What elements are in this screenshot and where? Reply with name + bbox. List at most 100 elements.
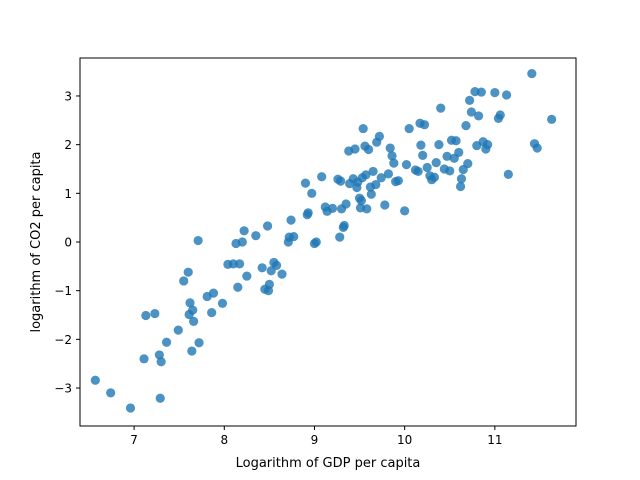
data-point: [237, 237, 247, 247]
data-point: [413, 166, 423, 177]
y-tick-label: −3: [54, 382, 72, 396]
data-point: [461, 121, 471, 131]
data-point: [233, 282, 243, 292]
data-point: [383, 169, 394, 179]
data-point: [436, 103, 446, 113]
data-point: [350, 144, 360, 154]
y-tick-label: 3: [64, 89, 72, 103]
data-point: [418, 150, 428, 160]
data-point: [239, 226, 249, 236]
data-point: [335, 232, 345, 242]
data-point: [208, 288, 219, 298]
data-point: [106, 388, 116, 398]
data-point: [300, 178, 311, 188]
data-point: [185, 298, 195, 308]
data-point: [362, 204, 372, 214]
data-point: [193, 235, 203, 246]
data-point: [431, 158, 441, 168]
data-point: [368, 166, 378, 177]
data-point: [217, 298, 228, 308]
data-point: [451, 136, 461, 146]
data-point: [194, 338, 204, 348]
data-point: [400, 206, 410, 216]
data-point: [401, 160, 412, 170]
data-point: [393, 176, 403, 186]
data-point: [150, 308, 160, 319]
data-point: [376, 173, 386, 183]
data-point: [228, 259, 238, 269]
data-point: [264, 279, 274, 289]
x-tick-label: 7: [130, 433, 138, 447]
data-point: [371, 179, 381, 190]
data-point: [483, 140, 493, 150]
data-point: [434, 140, 444, 150]
data-point: [422, 162, 432, 173]
data-point: [311, 237, 321, 247]
data-point: [173, 325, 183, 335]
data-point: [303, 208, 313, 218]
data-point: [125, 403, 136, 413]
data-point: [455, 181, 466, 192]
y-tick-label: 0: [64, 236, 72, 250]
data-point: [419, 120, 430, 130]
data-point: [374, 131, 384, 141]
data-point: [307, 188, 317, 198]
data-point: [188, 305, 198, 315]
data-point: [289, 232, 299, 242]
data-point: [456, 174, 467, 184]
x-tick-label: 8: [220, 433, 228, 447]
data-point: [361, 170, 371, 180]
data-point: [161, 337, 172, 347]
data-point: [156, 357, 166, 367]
data-point: [341, 199, 351, 209]
data-point: [141, 310, 151, 321]
data-point: [155, 393, 165, 403]
data-point: [474, 111, 484, 121]
data-point: [179, 276, 189, 286]
data-point: [277, 269, 287, 279]
x-tick-label: 10: [397, 433, 412, 447]
data-point: [363, 144, 374, 155]
data-point: [445, 166, 455, 176]
data-point: [356, 196, 366, 206]
data-point: [490, 87, 500, 98]
data-point: [387, 151, 397, 161]
data-point: [139, 354, 149, 364]
data-point: [404, 123, 414, 134]
y-tick-label: −2: [54, 333, 72, 347]
y-tick-label: 2: [64, 138, 72, 152]
data-point: [532, 143, 542, 153]
data-point: [547, 114, 557, 124]
data-point: [527, 68, 537, 79]
data-point: [90, 375, 100, 385]
data-point: [380, 200, 390, 210]
data-point: [336, 176, 346, 186]
data-points: [90, 68, 557, 413]
data-point: [385, 143, 395, 153]
data-point: [327, 203, 338, 214]
x-axis-title: Logarithm of GDP per capita: [236, 456, 421, 471]
data-point: [187, 346, 197, 356]
x-tick-label: 11: [487, 433, 502, 447]
data-point: [317, 172, 327, 182]
x-tick-label: 9: [311, 433, 319, 447]
x-axis-ticks: 7 8 9 10 11: [130, 426, 502, 447]
data-point: [207, 307, 217, 318]
data-point: [495, 110, 505, 120]
data-point: [464, 95, 475, 105]
data-point: [235, 259, 245, 269]
data-point: [262, 221, 273, 231]
data-point: [366, 189, 376, 199]
data-point: [501, 90, 512, 100]
y-tick-label: 1: [64, 187, 72, 201]
data-point: [272, 260, 282, 270]
data-point: [339, 220, 349, 231]
data-point: [189, 316, 199, 326]
data-point: [476, 87, 486, 97]
data-point: [442, 151, 452, 161]
data-point: [257, 263, 267, 273]
data-point: [463, 159, 473, 169]
data-point: [183, 267, 193, 277]
y-tick-label: −1: [54, 284, 72, 298]
